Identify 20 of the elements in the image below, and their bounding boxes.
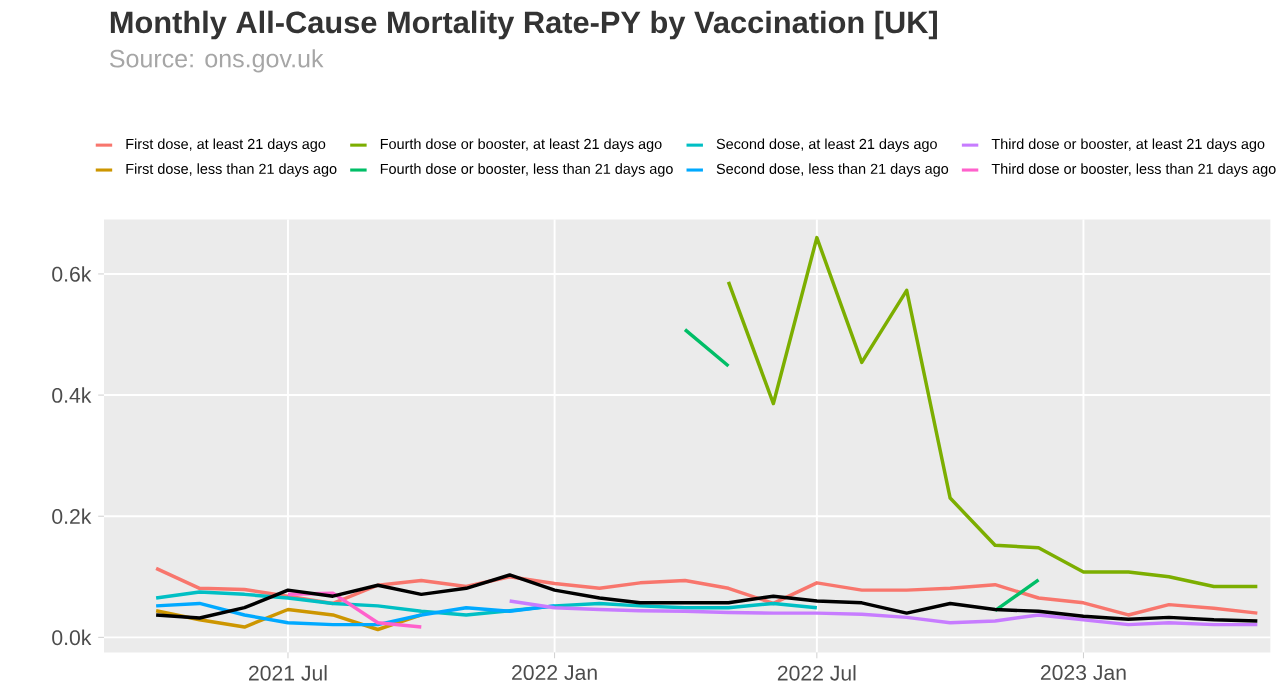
- legend-label: Third dose or booster, less than 21 days ago: [991, 163, 1276, 177]
- y-tick-label: 0.4k: [52, 387, 92, 403]
- legend-label: Third dose or booster, at least 21 days ago: [991, 138, 1265, 152]
- legend-label: Second dose, less than 21 days ago: [716, 163, 949, 177]
- x-tick-label: 2023 Jan: [1040, 665, 1126, 681]
- chart-title: Monthly All-Cause Mortality Rate-PY by Vaccination [UK]: [110, 10, 937, 40]
- x-tick-label: 2021 Jul: [249, 665, 327, 681]
- x-tick-label: 2022 Jan: [512, 665, 597, 681]
- line-series: [726, 235, 1260, 589]
- line-series: [154, 601, 557, 627]
- y-tick-label: 0.0k: [52, 629, 92, 646]
- legend-label: First dose, less than 21 days ago: [126, 163, 337, 177]
- legend-label: First dose, at least 21 days ago: [126, 138, 326, 152]
- x-tick-label: 2022 Jul: [777, 665, 856, 681]
- legend-label: Second dose, at least 21 days ago: [716, 138, 937, 152]
- chart-subtitle: Source: ons.gov.uk: [109, 49, 324, 73]
- legend-label: Fourth dose or booster, at least 21 days ago: [380, 138, 662, 152]
- y-tick-label: 0.6k: [52, 266, 92, 282]
- y-tick-label: 0.2k: [52, 508, 92, 525]
- legend-label: Fourth dose or booster, less than 21 days ago: [380, 163, 673, 177]
